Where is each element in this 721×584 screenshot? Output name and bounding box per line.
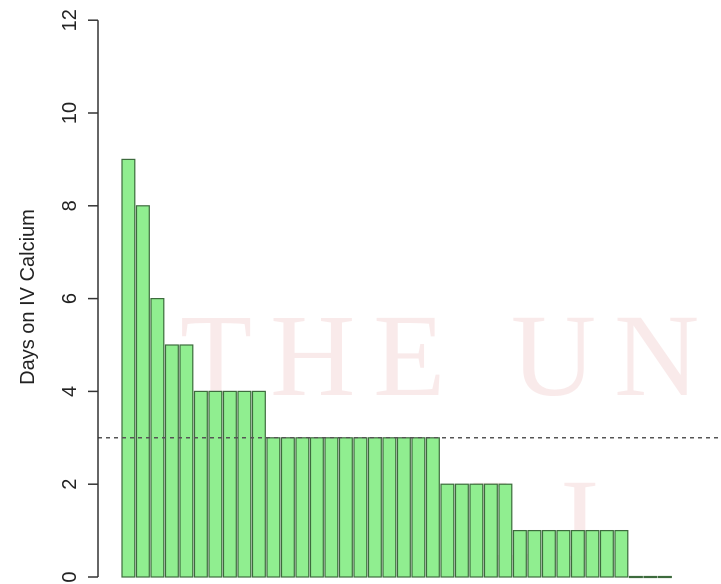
bar [498,483,513,578]
bar [251,390,266,578]
bar [643,575,658,579]
y-tick-label: 2 [59,479,81,490]
bar [193,390,208,578]
y-axis: 0 2 4 6 8 10 12 [59,9,99,583]
bar [135,205,150,578]
bar [599,529,614,578]
y-tick-label: 10 [59,102,81,124]
bar [266,437,281,578]
watermark: THE UNI LI [180,290,721,584]
bar [628,575,643,579]
bar [280,437,295,578]
y-tick-label: 4 [59,386,81,397]
y-tick-label: 8 [59,200,81,211]
bar [614,529,629,578]
y-tick-label: 0 [59,571,81,582]
bar [338,437,353,578]
bar [469,483,484,578]
bar [208,390,223,578]
y-tick-label: 6 [59,293,81,304]
bar [396,437,411,578]
bar [527,529,542,578]
bar [353,437,368,578]
bar [483,483,498,578]
bar [556,529,571,578]
bar [309,437,324,578]
bar [324,437,339,578]
bar [454,483,469,578]
watermark-line-1: THE UNI [180,290,721,421]
bar [425,437,440,578]
bar [585,529,600,578]
bar [440,483,455,578]
y-tick-label: 12 [59,9,81,31]
bar [411,437,426,578]
bar [222,390,237,578]
bar [237,390,252,578]
bar [295,437,310,578]
bar [382,437,397,578]
bar [164,344,179,578]
bar [541,529,556,578]
bar [512,529,527,578]
bar [657,575,672,579]
bar [121,158,136,578]
y-axis-label: Days on IV Calcium [17,209,39,385]
bar [367,437,382,578]
bar [570,529,585,578]
bar [179,344,194,578]
